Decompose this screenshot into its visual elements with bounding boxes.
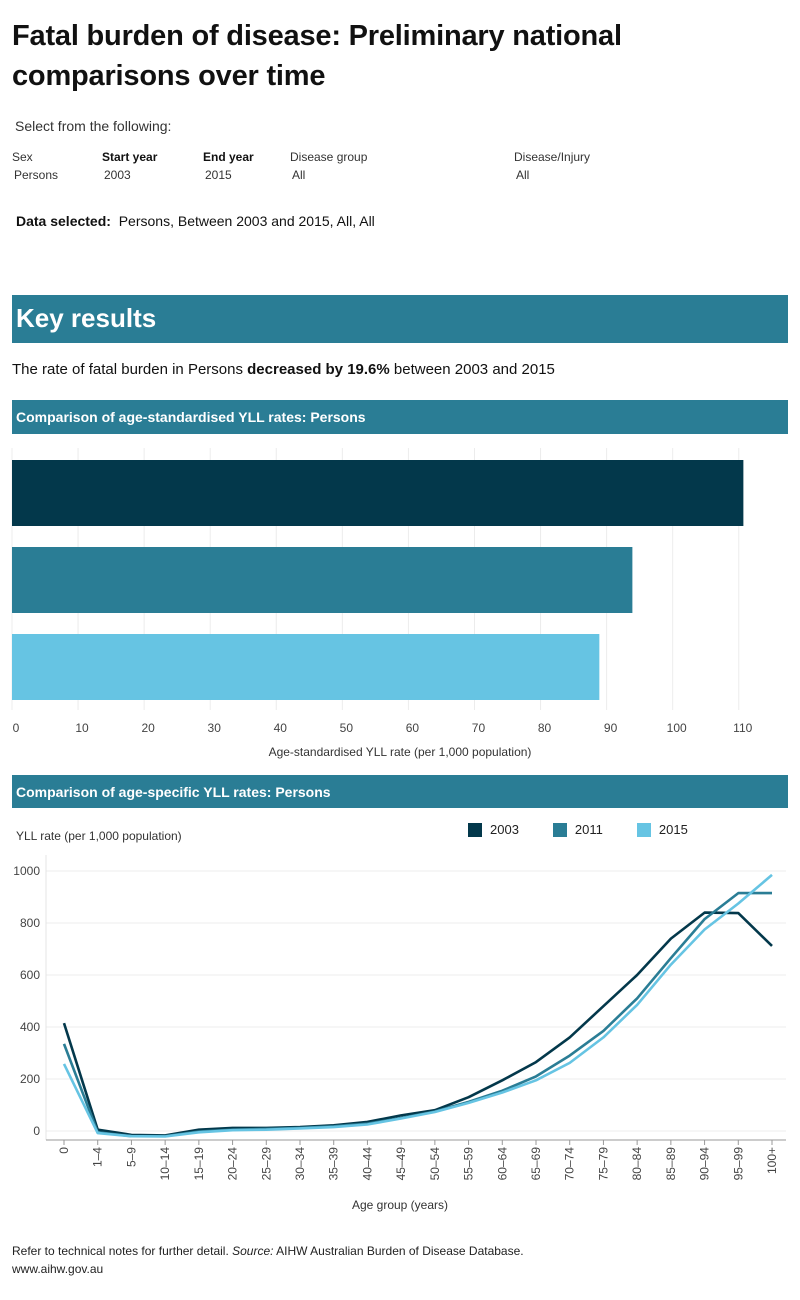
y-tick-label-0: 0 bbox=[33, 1124, 40, 1138]
x-tick-label-10–14: 10–14 bbox=[158, 1147, 172, 1181]
end-year-filter[interactable]: End year 2015 bbox=[203, 150, 283, 182]
key-result-sentence: The rate of fatal burden in Persons decr… bbox=[12, 361, 555, 378]
chart1-title: Comparison of age-standardised YLL rates… bbox=[16, 409, 366, 425]
x-tick-label-95–99: 95–99 bbox=[731, 1147, 745, 1181]
x-axis-title: Age group (years) bbox=[352, 1198, 448, 1212]
x-tick-label-45–49: 45–49 bbox=[394, 1147, 408, 1181]
chart1-title-bar: Comparison of age-standardised YLL rates… bbox=[12, 400, 788, 434]
x-tick-label-85–89: 85–89 bbox=[664, 1147, 678, 1181]
select-prompt: Select from the following: bbox=[15, 118, 172, 134]
disease-group-filter[interactable]: Disease group All bbox=[290, 150, 490, 182]
x-tick-label-70–74: 70–74 bbox=[563, 1147, 577, 1181]
x-tick-label-55–59: 55–59 bbox=[462, 1147, 476, 1181]
x-tick-label-75–79: 75–79 bbox=[596, 1147, 610, 1181]
data-selected: Data selected: Persons, Between 2003 and… bbox=[16, 213, 375, 229]
y-tick-label-200: 200 bbox=[20, 1072, 40, 1086]
x-tick-label-70: 70 bbox=[472, 721, 486, 735]
legend-swatch-2003 bbox=[468, 822, 482, 837]
disease-injury-filter[interactable]: Disease/Injury All bbox=[514, 150, 714, 182]
end-year-value[interactable]: 2015 bbox=[205, 168, 232, 182]
chart2-title-bar: Comparison of age-specific YLL rates: Pe… bbox=[12, 775, 788, 808]
series-line-2003 bbox=[62, 911, 773, 1137]
x-tick-label-60: 60 bbox=[406, 721, 420, 735]
start-year-label: Start year bbox=[102, 150, 158, 164]
legend-swatch-2011 bbox=[552, 822, 567, 837]
x-tick-label-90–94: 90–94 bbox=[698, 1147, 712, 1181]
key-result-post: between 2003 and 2015 bbox=[389, 361, 555, 378]
series-line-2015 bbox=[62, 873, 773, 1138]
x-tick-label-0: 0 bbox=[13, 721, 20, 735]
legend-item-2011[interactable]: 2011 bbox=[552, 822, 603, 837]
bar-2003 bbox=[12, 460, 744, 526]
age-standardised-bar-chart: 0 10 20 30 40 50 60 70 80 90 100 110 Age-standardise… bbox=[11, 448, 753, 759]
legend-label-2003: 2003 bbox=[490, 822, 519, 837]
x-tick-label-65–69: 65–69 bbox=[529, 1147, 543, 1181]
x-tick-label-35–39: 35–39 bbox=[327, 1147, 341, 1181]
age-specific-line-chart: YLL rate (per 1,000 population) 0 200 400 60… bbox=[13, 829, 786, 1212]
x-tick-label-60–64: 60–64 bbox=[495, 1147, 509, 1181]
y-tick-label-600: 600 bbox=[20, 968, 40, 982]
legend-label-2015: 2015 bbox=[658, 822, 688, 837]
x-tick-label-15–19: 15–19 bbox=[192, 1147, 206, 1181]
footer-source-text: AIHW Australian Burden of Disease Databa… bbox=[273, 1244, 524, 1258]
x-tick-label-90: 90 bbox=[604, 721, 618, 735]
bar-2015 bbox=[12, 634, 600, 700]
x-tick-label-0: 0 bbox=[57, 1147, 71, 1154]
x-tick-label-50: 50 bbox=[340, 721, 354, 735]
key-result-bold: decreased by 19.6% bbox=[247, 361, 390, 378]
page-title: Fatal burden of disease: Preliminary nat… bbox=[12, 16, 622, 96]
page-title-line1: Fatal burden of disease: Preliminary nat… bbox=[12, 20, 622, 52]
legend-item-2015[interactable]: 2015 bbox=[636, 822, 688, 837]
x-tick-label-20–24: 20–24 bbox=[226, 1147, 240, 1181]
y-tick-label-400: 400 bbox=[20, 1020, 40, 1034]
y-tick-label-1000: 1000 bbox=[13, 864, 40, 878]
x-tick-label-20: 20 bbox=[141, 721, 155, 735]
end-year-label: End year bbox=[203, 150, 254, 164]
disease-group-value[interactable]: All bbox=[292, 168, 306, 182]
x-tick-label-80: 80 bbox=[538, 721, 552, 735]
x-tick-label-110: 110 bbox=[733, 721, 752, 735]
sex-filter-value[interactable]: Persons bbox=[14, 168, 59, 182]
disease-injury-value[interactable]: All bbox=[516, 168, 530, 182]
x-tick-label-40–44: 40–44 bbox=[360, 1147, 374, 1181]
footer-url[interactable]: www.aihw.gov.au bbox=[12, 1262, 104, 1276]
chart2-title: Comparison of age-specific YLL rates: Pe… bbox=[16, 784, 331, 800]
footer-source-label: Source: bbox=[232, 1244, 274, 1258]
y-axis-title: YLL rate (per 1,000 population) bbox=[16, 829, 182, 843]
data-selected-label: Data selected: bbox=[16, 213, 111, 229]
series-line-2011 bbox=[62, 891, 772, 1138]
x-tick-label-5–9: 5–9 bbox=[124, 1147, 138, 1167]
chart2-legend: 2003 2011 2015 bbox=[468, 822, 688, 837]
x-tick-label-25–29: 25–29 bbox=[259, 1147, 273, 1181]
disease-injury-label: Disease/Injury bbox=[514, 150, 591, 164]
start-year-filter[interactable]: Start year 2003 bbox=[102, 150, 192, 182]
bar-2011 bbox=[12, 547, 633, 613]
key-results-heading: Key results bbox=[16, 303, 157, 333]
x-tick-label-100+: 100+ bbox=[765, 1147, 779, 1174]
legend-swatch-2015 bbox=[636, 822, 651, 837]
x-tick-label-30: 30 bbox=[208, 721, 222, 735]
start-year-value[interactable]: 2003 bbox=[104, 168, 131, 182]
x-tick-label-80–84: 80–84 bbox=[630, 1147, 644, 1181]
key-results-banner: Key results bbox=[12, 295, 788, 343]
page-title-line2: comparisons over time bbox=[12, 60, 326, 92]
x-tick-label-30–34: 30–34 bbox=[293, 1147, 307, 1181]
x-tick-label-10: 10 bbox=[75, 721, 89, 735]
footer-note: Refer to technical notes for further det… bbox=[12, 1244, 524, 1258]
legend-item-2003[interactable]: 2003 bbox=[468, 822, 519, 837]
legend-label-2011: 2011 bbox=[574, 822, 603, 837]
x-tick-label-40: 40 bbox=[274, 721, 288, 735]
data-selected-value: Persons, Between 2003 and 2015, All, All bbox=[118, 213, 375, 229]
x-axis-title: Age-standardised YLL rate (per 1,000 pop… bbox=[269, 745, 532, 759]
disease-group-label: Disease group bbox=[290, 150, 368, 164]
key-result-pre: The rate of fatal burden in Persons bbox=[12, 361, 248, 378]
sex-filter-label: Sex bbox=[12, 150, 33, 164]
x-tick-label-100: 100 bbox=[667, 721, 687, 735]
y-tick-label-800: 800 bbox=[20, 916, 40, 930]
footer-note-text: Refer to technical notes for further det… bbox=[12, 1244, 233, 1258]
x-tick-label-1–4: 1–4 bbox=[91, 1147, 105, 1167]
sex-filter[interactable]: Sex Persons bbox=[12, 150, 92, 182]
x-tick-label-50–54: 50–54 bbox=[428, 1147, 442, 1181]
